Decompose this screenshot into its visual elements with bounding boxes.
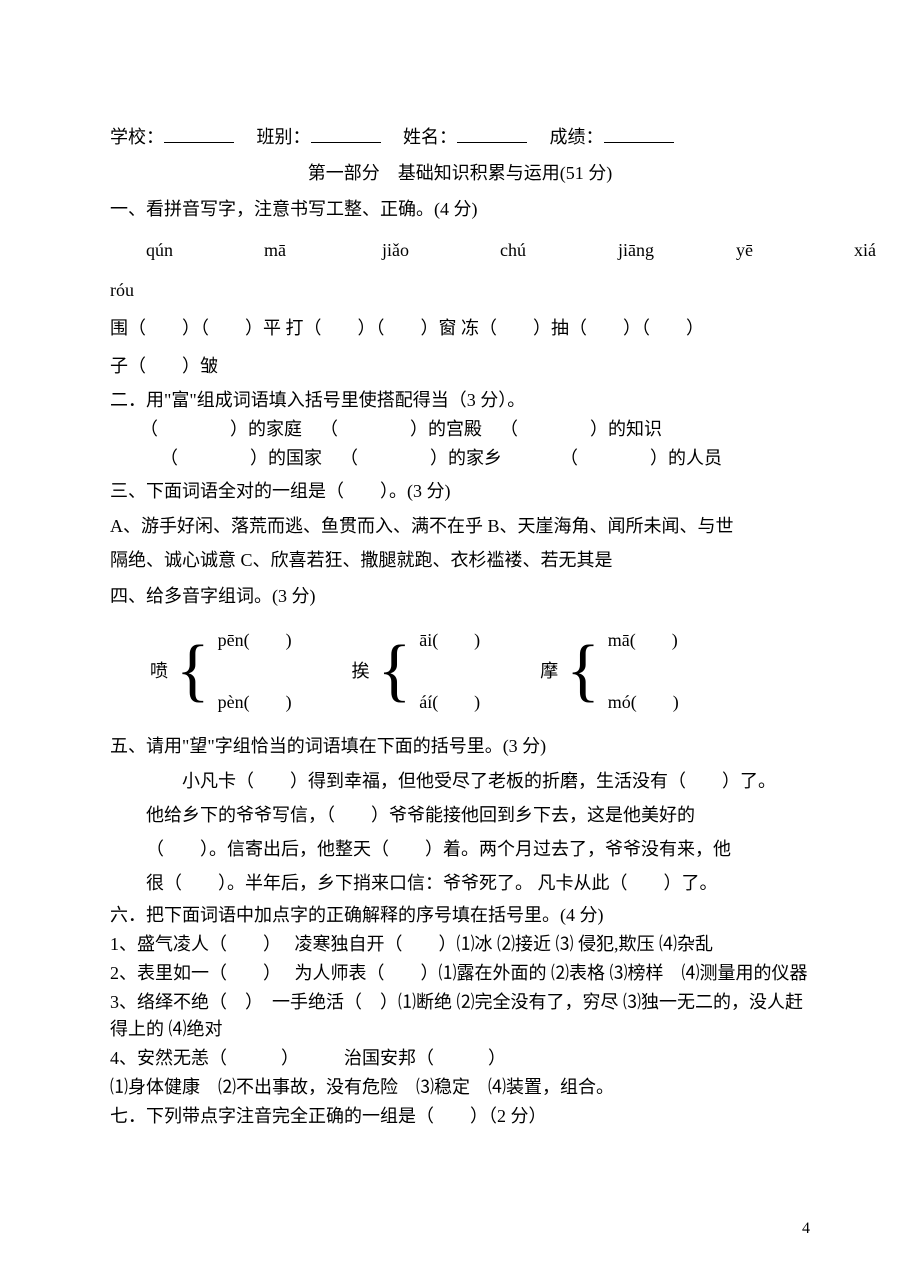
poly-char-2: 挨 xyxy=(352,654,370,688)
pinyin-row-2: róu xyxy=(110,273,810,307)
header-line: 学校： 班别： 姓名： 成绩： xyxy=(110,120,810,154)
two-r2-c: （ ）的人员 xyxy=(560,445,722,472)
pinyin-6: yē xyxy=(736,233,806,267)
six-l3: 3、络绎不绝（ ） 一手绝活（ ）⑴断绝 ⑵完全没有了，穷尽 ⑶独一无二的，没人… xyxy=(110,989,810,1043)
brace-icon: { xyxy=(176,636,210,706)
brace-icon: { xyxy=(566,636,600,706)
poly-1-bottom: pèn( ) xyxy=(218,685,292,719)
poly-char-1: 喷 xyxy=(150,654,168,688)
school-blank[interactable] xyxy=(164,124,234,143)
pinyin-row-1: qún mā jiǎo chú jiāng yē xiá xyxy=(146,233,810,267)
two-r2-a: （ ）的国家 xyxy=(160,445,322,472)
class-blank[interactable] xyxy=(311,124,381,143)
poly-1-top: pēn( ) xyxy=(218,623,292,657)
six-l4: 4、安然无恙（ ） 治国安邦（ ） xyxy=(110,1045,810,1072)
poly-item-2: 挨 { āi( ) áí( ) xyxy=(352,623,481,719)
five-p4: 很（ ）。半年后，乡下捎来口信：爷爷死了。 凡卡从此（ ）了。 xyxy=(146,866,810,900)
poly-3-top: mā( ) xyxy=(608,623,679,657)
section-seven-title: 七．下列带点字注音完全正确的一组是（ ）（2 分） xyxy=(110,1103,810,1130)
pinyin-1: qún xyxy=(146,233,216,267)
pinyin-4: chú xyxy=(500,233,570,267)
poly-item-3: 摩 { mā( ) mó( ) xyxy=(540,623,679,719)
two-r1-c: （ ）的知识 xyxy=(500,416,662,443)
page-number: 4 xyxy=(802,1214,810,1244)
brace-icon: { xyxy=(378,636,412,706)
three-line2: 隔绝、诚心诚意 C、欣喜若狂、撒腿就跑、衣杉褴褛、若无其是 xyxy=(110,543,810,577)
name-blank[interactable] xyxy=(457,124,527,143)
section-three-title: 三、下面词语全对的一组是（ ）。(3 分) xyxy=(110,474,810,508)
poly-3-bottom: mó( ) xyxy=(608,685,679,719)
polyphone-block: 喷 { pēn( ) pèn( ) 挨 { āi( ) áí( ) 摩 { mā… xyxy=(150,623,810,719)
five-p2: 他给乡下的爷爷写信，（ ）爷爷能接他回到乡下去，这是他美好的 xyxy=(146,798,810,832)
six-l2: 2、表里如一（ ） 为人师表（ ）⑴露在外面的 ⑵表格 ⑶榜样 ⑷测量用的仪器 xyxy=(110,960,810,987)
six-l5: ⑴身体健康 ⑵不出事故，没有危险 ⑶稳定 ⑷装置，组合。 xyxy=(110,1074,810,1101)
school-label: 学校： xyxy=(110,127,164,147)
name-label: 姓名： xyxy=(403,127,457,147)
pinyin-2: mā xyxy=(264,233,334,267)
pinyin-3: jiǎo xyxy=(382,233,452,267)
section-one-line1: 围（ ）（ ）平 打（ ）（ ）窗 冻（ ）抽（ ）（ ） xyxy=(110,311,810,345)
section-two-title: 二．用"富"组成词语填入括号里使搭配得当（3 分）。 xyxy=(110,387,810,414)
two-r2-b: （ ）的家乡 xyxy=(340,445,502,472)
two-r1-b: （ ）的宫殿 xyxy=(320,416,482,443)
subtitle: 第一部分 基础知识积累与运用(51 分) xyxy=(110,156,810,190)
section-five-title: 五、请用"望"字组恰当的词语填在下面的括号里。(3 分) xyxy=(110,729,810,763)
section-one-title: 一、看拼音写字，注意书写工整、正确。(4 分) xyxy=(110,192,810,226)
section-one-line2: 子（ ）皱 xyxy=(110,349,810,383)
score-blank[interactable] xyxy=(604,124,674,143)
poly-char-3: 摩 xyxy=(540,654,558,688)
five-p3: （ ）。信寄出后，他整天（ ）着。两个月过去了，爷爷没有来，他 xyxy=(146,832,810,866)
poly-2-top: āi( ) xyxy=(419,623,480,657)
poly-item-1: 喷 { pēn( ) pèn( ) xyxy=(150,623,292,719)
poly-2-bottom: áí( ) xyxy=(419,685,480,719)
pinyin-5: jiāng xyxy=(618,233,688,267)
class-label: 班别： xyxy=(257,127,311,147)
five-p1: 小凡卡（ ）得到幸福，但他受尽了老板的折磨，生活没有（ ）了。 xyxy=(146,764,810,798)
six-l1: 1、盛气凌人（ ） 凌寒独自开（ ）⑴冰 ⑵接近 ⑶ 侵犯,欺压 ⑷杂乱 xyxy=(110,931,810,958)
section-four-title: 四、给多音字组词。(3 分) xyxy=(110,579,810,613)
section-six-title: 六．把下面词语中加点字的正确解释的序号填在括号里。(4 分) xyxy=(110,902,810,929)
two-r1-a: （ ）的家庭 xyxy=(140,416,302,443)
three-line1: A、游手好闲、落荒而逃、鱼贯而入、满不在乎 B、天崖海角、闻所未闻、与世 xyxy=(110,509,810,543)
pinyin-7: xiá xyxy=(854,233,920,267)
score-label: 成绩： xyxy=(550,127,604,147)
